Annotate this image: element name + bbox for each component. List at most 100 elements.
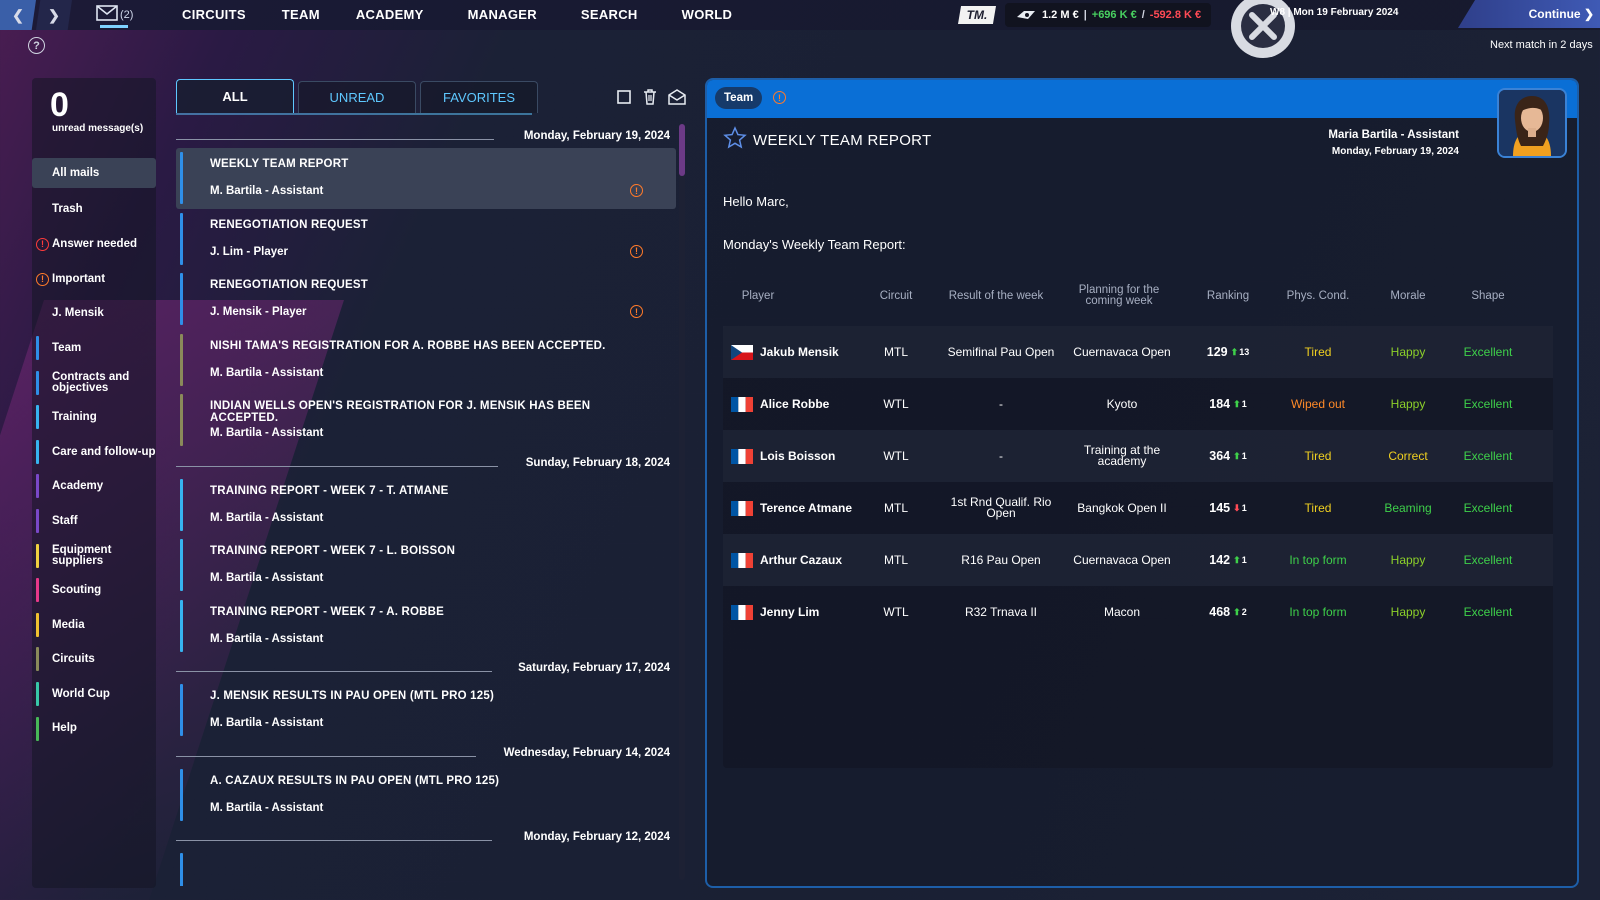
- table-row[interactable]: Lois Boisson WTL - Training at the academy 3…: [723, 430, 1553, 482]
- cell-ranking: 184 ⬆ 1: [1193, 378, 1263, 430]
- balance: 1.2 M €: [1042, 9, 1079, 21]
- tab-all[interactable]: ALL: [176, 79, 294, 113]
- list-item[interactable]: J. MENSIK RESULTS IN PAU OPEN (MTL PRO 1…: [176, 680, 676, 741]
- list-item[interactable]: [176, 849, 676, 886]
- list-item[interactable]: NISHI TAMA'S REGISTRATION FOR A. ROBBE H…: [176, 330, 676, 391]
- mail-sender: J. Lim - Player: [210, 245, 288, 258]
- category-stripe: [180, 394, 183, 446]
- mail-subject: TRAINING REPORT - WEEK 7 - T. ATMANE: [210, 484, 449, 497]
- category-stripe: [180, 152, 183, 204]
- sidebar-item-media[interactable]: Media: [32, 608, 156, 643]
- player-name[interactable]: Alice Robbe: [760, 396, 830, 411]
- cell-circuit: WTL: [883, 448, 909, 463]
- sidebar-item-team[interactable]: Team: [32, 331, 156, 366]
- folder-color-stripe: [36, 508, 39, 533]
- list-item[interactable]: TRAINING REPORT - WEEK 7 - T. ATMANE M. B…: [176, 475, 676, 536]
- finance-summary[interactable]: 1.2 M € | +696 K € / -592.8 K €: [1005, 3, 1212, 27]
- category-stripe: [180, 853, 183, 886]
- ranking-value: 145: [1209, 500, 1231, 515]
- important-icon: !: [630, 305, 643, 318]
- category-stripe: [180, 684, 183, 736]
- nav-team[interactable]: TEAM: [281, 7, 320, 22]
- sidebar-item-equipment-suppliers[interactable]: Equipment suppliers: [32, 539, 156, 574]
- sidebar-item-label: Contracts and objectives: [52, 370, 130, 394]
- table-body: Jakub Mensik MTL Semifinal Pau Open Cuernav…: [723, 326, 1553, 768]
- table-row[interactable]: Alice Robbe WTL - Kyoto 184 ⬆ 1 Wiped out Happy E…: [723, 378, 1553, 430]
- continue-button[interactable]: Continue ❯: [1458, 0, 1600, 28]
- mail-scrollbar[interactable]: [679, 124, 685, 880]
- cell-shape: Excellent: [1463, 552, 1513, 567]
- important-icon: !: [773, 91, 786, 104]
- mail-sender: M. Bartila - Assistant: [210, 717, 324, 729]
- player-name[interactable]: Jenny Lim: [760, 604, 820, 619]
- nav-circuits[interactable]: CIRCUITS: [182, 7, 246, 22]
- cell-planning: Cuernavaca Open: [1073, 344, 1171, 359]
- trash-icon[interactable]: [641, 88, 659, 106]
- tab-favorites[interactable]: FAVORITES: [420, 81, 538, 113]
- mail-scroll-thumb[interactable]: [679, 124, 685, 176]
- list-item[interactable]: RENEGOTIATION REQUEST J. Lim - Player!: [176, 209, 676, 270]
- sidebar-item-label: Team: [52, 341, 82, 354]
- table-row[interactable]: Jakub Mensik MTL Semifinal Pau Open Cuernav…: [723, 326, 1553, 378]
- sidebar-item-help[interactable]: Help: [32, 712, 156, 747]
- list-item[interactable]: RENEGOTIATION REQUEST J. Mensik - Player!: [176, 269, 676, 330]
- sidebar-item-j-mensik[interactable]: J. Mensik: [32, 296, 156, 331]
- sidebar-item-trash[interactable]: Trash: [32, 193, 156, 228]
- nav-search[interactable]: SEARCH: [580, 7, 638, 22]
- select-all-checkbox-icon[interactable]: [615, 88, 633, 106]
- sidebar-item-all-mails[interactable]: All mails: [32, 158, 156, 188]
- table-row[interactable]: Jenny Lim WTL R32 Trnava II Macon 468 ⬆ 2 In to…: [723, 586, 1553, 638]
- sidebar-item-answer-needed[interactable]: ! Answer needed: [32, 227, 156, 262]
- list-item[interactable]: TRAINING REPORT - WEEK 7 - L. BOISSON M. …: [176, 535, 676, 596]
- cell-circuit: MTL: [884, 344, 908, 359]
- tab-unread[interactable]: UNREAD: [298, 81, 416, 113]
- nav-world[interactable]: WORLD: [681, 7, 733, 22]
- sidebar-item-staff[interactable]: Staff: [32, 504, 156, 539]
- player-name[interactable]: Arthur Cazaux: [760, 552, 843, 567]
- mail-button[interactable]: (2): [96, 5, 133, 21]
- list-item[interactable]: TRAINING REPORT - WEEK 7 - A. ROBBE M. Ba…: [176, 596, 676, 657]
- rank-up-icon: ⬆: [1233, 554, 1241, 565]
- sidebar-item-care-and-follow-up[interactable]: Care and follow-up: [32, 435, 156, 470]
- table-row[interactable]: Terence Atmane MTL 1st Rnd Qualif. Rio Ope…: [723, 482, 1553, 534]
- nav-manager[interactable]: MANAGER: [467, 7, 537, 22]
- list-item[interactable]: A. CAZAUX RESULTS IN PAU OPEN (MTL PRO 1…: [176, 765, 676, 826]
- date-separator: Monday, February 19, 2024: [176, 124, 676, 148]
- sidebar-item-academy[interactable]: Academy: [32, 469, 156, 504]
- close-icon[interactable]: [1220, 0, 1306, 58]
- rank-change: 1: [1241, 502, 1247, 513]
- help-icon[interactable]: ?: [28, 37, 45, 54]
- ranking-value: 142: [1209, 552, 1231, 567]
- cell-circuit: MTL: [884, 552, 908, 567]
- sidebar-item-label: Scouting: [52, 583, 102, 596]
- rank-change: 13: [1239, 346, 1250, 357]
- sidebar-item-scouting[interactable]: Scouting: [32, 573, 156, 608]
- mail-sender: M. Bartila - Assistant: [210, 185, 324, 197]
- sidebar-item-circuits[interactable]: Circuits: [32, 642, 156, 677]
- player-name[interactable]: Lois Boisson: [760, 448, 836, 463]
- money-icon: [1017, 11, 1035, 19]
- nav-academy[interactable]: ACADEMY: [355, 7, 424, 22]
- sidebar-item-important[interactable]: ! Important: [32, 262, 156, 297]
- finance-slash: /: [1141, 9, 1145, 21]
- rank-change: 1: [1241, 450, 1247, 461]
- list-item[interactable]: INDIAN WELLS OPEN'S REGISTRATION FOR J. …: [176, 390, 676, 451]
- sidebar-item-contracts-and-objectives[interactable]: Contracts and objectives: [32, 366, 156, 401]
- forward-button[interactable]: ❯: [36, 0, 72, 30]
- list-item[interactable]: WEEKLY TEAM REPORT M. Bartila - Assistant…: [176, 148, 676, 209]
- category-stripe: [180, 599, 183, 652]
- favorite-star-icon[interactable]: [723, 126, 747, 150]
- sidebar-item-label: Circuits: [52, 653, 95, 666]
- sidebar-item-world-cup[interactable]: World Cup: [32, 677, 156, 712]
- table-row[interactable]: Arthur Cazaux MTL R16 Pau Open Cuernavaca O…: [723, 534, 1553, 586]
- mail-indicator: [100, 25, 128, 28]
- mark-read-icon[interactable]: [667, 88, 687, 106]
- player-name[interactable]: Terence Atmane: [760, 500, 853, 515]
- sidebar-item-training[interactable]: Training: [32, 400, 156, 435]
- rank-change: 1: [1241, 554, 1247, 565]
- player-name[interactable]: Jakub Mensik: [760, 344, 839, 359]
- unread-label: unread message(s): [52, 123, 144, 134]
- history-nav: ❮ ❯: [0, 0, 72, 30]
- french-flag-icon: [731, 396, 753, 412]
- back-button[interactable]: ❮: [0, 0, 36, 30]
